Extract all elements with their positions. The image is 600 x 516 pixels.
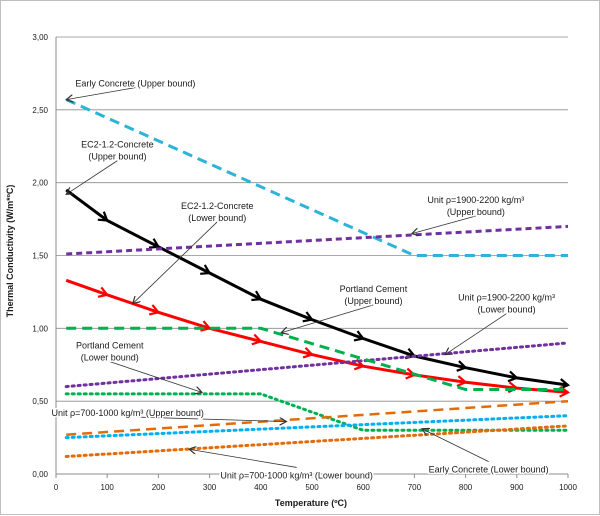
series-6-line	[66, 326, 568, 391]
series-2-arrow-marker	[200, 264, 212, 275]
x-tick-label: 900	[510, 483, 524, 492]
series-5-line	[64, 341, 570, 389]
annotation-halo: Early Concrete (Upper bound)	[75, 79, 195, 89]
annotation-halo: Unit ρ=700-1000 kg/m³ (Upper bound)	[51, 408, 203, 418]
x-tick-label: 400	[254, 483, 268, 492]
x-tick-label: 600	[357, 483, 371, 492]
y-tick-label: 0,00	[32, 470, 48, 479]
series-9-line	[64, 414, 570, 440]
annotation-halo: EC2-1.2-Concrete	[81, 140, 154, 150]
annotation-halo: (Lower bound)	[188, 213, 246, 223]
annotation-label: (Upper bound)	[447, 207, 505, 217]
annotations-layer: Early Concrete (Upper bound) Early Concre…	[50, 77, 557, 482]
annotation-label: (Upper bound)	[344, 296, 402, 306]
x-axis-title: Temperature (ºC)	[275, 498, 347, 508]
gridlines	[56, 36, 568, 475]
y-tick-label: 1,00	[32, 324, 48, 333]
annotation-leader	[189, 449, 297, 468]
axes: 0,00 0,50 1,00 1,50 2,00 2,50 3,00 0 100 200 300 40…	[32, 33, 577, 492]
series-layer	[64, 98, 571, 458]
series-3-arrow-marker	[456, 375, 468, 388]
annotation-halo: Unit ρ=1900-2200 kg/m³	[427, 195, 524, 205]
annotation-label: (Lower bound)	[188, 213, 246, 223]
series-4-line	[66, 224, 569, 256]
annotation-label: Unit ρ=1900-2200 kg/m³	[427, 195, 524, 205]
series-2-arrow-marker	[302, 311, 314, 323]
annotation-leader	[66, 160, 118, 195]
annotation-leader	[445, 313, 507, 355]
annotation-halo: (Lower bound)	[81, 353, 139, 363]
annotation-label: (Upper bound)	[88, 152, 146, 162]
annotation-leader	[412, 215, 476, 234]
annotation-halo: (Upper bound)	[447, 207, 505, 217]
annotation-halo: EC2-1.2-Concrete	[181, 201, 254, 211]
y-tick-label: 0,50	[32, 397, 48, 406]
annotation-label: Unit ρ=700-1000 kg/m³ (Lower bound)	[220, 470, 372, 480]
annotation-halo: Unit ρ=1900-2200 kg/m³	[458, 293, 555, 303]
annotation-leader	[422, 429, 489, 462]
annotation-label: EC2-1.2-Concrete	[81, 140, 154, 150]
y-tick-label: 2,00	[32, 179, 48, 188]
series-2-arrow-marker	[148, 238, 161, 249]
y-axis-title: Thermal Conductivity (W/m*ºC)	[5, 185, 15, 318]
series-8-line	[64, 424, 570, 458]
series-3-arrow-marker	[200, 320, 212, 332]
x-tick-label: 0	[54, 483, 59, 492]
annotation-label: Unit ρ=1900-2200 kg/m³	[458, 293, 555, 303]
x-tick-label: 500	[305, 483, 319, 492]
annotation-halo: (Upper bound)	[88, 152, 146, 162]
y-tick-label: 2,50	[32, 106, 48, 115]
y-tick-label: 1,50	[32, 252, 48, 261]
annotation-halo: Portland Cement	[340, 284, 408, 294]
series-2-arrow-marker	[353, 330, 366, 342]
series-2-arrow-marker	[97, 211, 109, 222]
series-3-arrow-marker	[251, 333, 263, 346]
annotation-label: Unit ρ=700-1000 kg/m³ (Upper bound)	[51, 408, 203, 418]
annotation-halo: Early Concrete (Lower bound)	[429, 465, 549, 475]
x-tick-label: 200	[152, 483, 166, 492]
annotation-leader	[109, 361, 202, 393]
series-3-arrow-marker	[302, 347, 315, 359]
annotation-label: Portland Cement	[340, 284, 408, 294]
annotation-halo: (Lower bound)	[478, 305, 536, 315]
annotation-halo: Unit ρ=700-1000 kg/m³ (Lower bound)	[220, 470, 372, 480]
annotation-label: Portland Cement	[76, 341, 144, 351]
annotation-halo: Portland Cement	[76, 341, 144, 351]
series-0-line	[65, 98, 568, 257]
series-2-arrow-marker	[251, 290, 263, 302]
annotation-label: EC2-1.2-Concrete	[181, 201, 254, 211]
series-7-line	[66, 399, 569, 436]
annotation-halo: (Upper bound)	[344, 296, 402, 306]
annotation-label: Early Concrete (Lower bound)	[429, 465, 549, 475]
annotation-leader	[133, 221, 218, 304]
x-tick-label: 800	[459, 483, 473, 492]
x-tick-label: 100	[101, 483, 115, 492]
x-tick-label: 1000	[559, 483, 577, 492]
annotation-label: (Lower bound)	[81, 353, 139, 363]
series-2-arrow-marker	[507, 370, 519, 383]
series-2-arrow-marker	[456, 360, 468, 372]
annotation-label: Early Concrete (Upper bound)	[75, 79, 195, 89]
series-3-arrow-marker	[148, 304, 161, 316]
series-1-line	[64, 392, 570, 432]
annotation-leader	[127, 416, 287, 422]
series-3-arrow-marker	[97, 286, 110, 298]
annotation-label: (Lower bound)	[478, 305, 536, 315]
annotation-leader	[66, 87, 136, 100]
x-tick-label: 700	[408, 483, 422, 492]
annotation-leader	[281, 304, 374, 333]
y-tick-label: 3,00	[32, 33, 48, 42]
x-tick-label: 300	[203, 483, 217, 492]
